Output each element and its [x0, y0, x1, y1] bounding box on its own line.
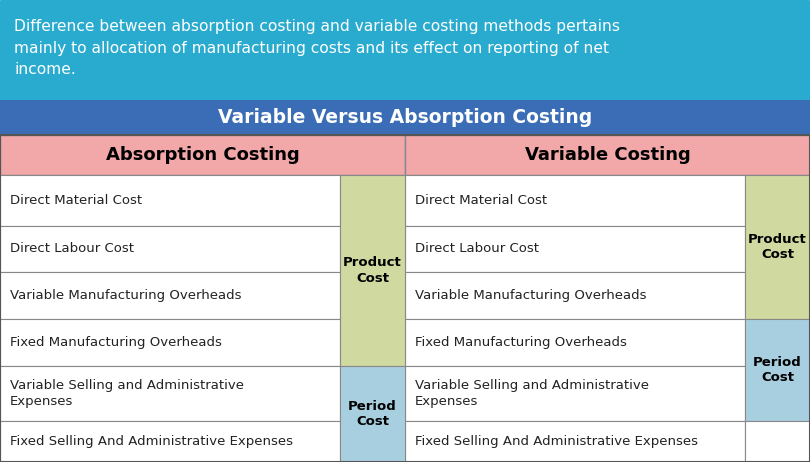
Text: Variable Selling and Administrative
Expenses: Variable Selling and Administrative Expe…: [415, 379, 649, 407]
Text: Fixed Manufacturing Overheads: Fixed Manufacturing Overheads: [415, 336, 627, 349]
Text: Fixed Selling And Administrative Expenses: Fixed Selling And Administrative Expense…: [10, 435, 293, 448]
Text: Difference between absorption costing and variable costing methods pertains
main: Difference between absorption costing an…: [14, 19, 620, 77]
Bar: [340, 366, 405, 462]
Bar: [0, 226, 340, 272]
Text: Variable Manufacturing Overheads: Variable Manufacturing Overheads: [415, 289, 646, 302]
Bar: [0, 272, 340, 319]
Bar: [0, 366, 340, 421]
Text: Fixed Manufacturing Overheads: Fixed Manufacturing Overheads: [10, 336, 222, 349]
FancyBboxPatch shape: [0, 0, 810, 103]
Bar: [0, 319, 340, 366]
Text: Direct Material Cost: Direct Material Cost: [415, 194, 547, 207]
Bar: [405, 421, 745, 462]
Text: Direct Labour Cost: Direct Labour Cost: [10, 243, 134, 255]
Text: Fixed Selling And Administrative Expenses: Fixed Selling And Administrative Expense…: [415, 435, 698, 448]
Text: Variable Costing: Variable Costing: [525, 146, 690, 164]
Text: Direct Material Cost: Direct Material Cost: [10, 194, 142, 207]
Bar: [405, 319, 745, 366]
Text: Variable Versus Absorption Costing: Variable Versus Absorption Costing: [218, 108, 592, 127]
Bar: [745, 421, 810, 462]
Text: Variable Selling and Administrative
Expenses: Variable Selling and Administrative Expe…: [10, 379, 244, 407]
Text: Product
Cost: Product Cost: [748, 233, 807, 261]
Bar: [0, 135, 405, 175]
Bar: [405, 272, 745, 319]
Bar: [340, 175, 405, 366]
Text: Period
Cost: Period Cost: [348, 400, 397, 428]
Text: Product
Cost: Product Cost: [343, 256, 402, 285]
Text: Direct Labour Cost: Direct Labour Cost: [415, 243, 539, 255]
Bar: [745, 175, 810, 319]
Bar: [0, 175, 340, 226]
Bar: [0, 421, 340, 462]
Bar: [405, 366, 745, 421]
Bar: [745, 319, 810, 421]
Bar: [405, 175, 745, 226]
Text: Period
Cost: Period Cost: [753, 356, 802, 384]
Text: Variable Manufacturing Overheads: Variable Manufacturing Overheads: [10, 289, 241, 302]
Bar: [405, 226, 745, 272]
Text: Absorption Costing: Absorption Costing: [105, 146, 300, 164]
Bar: [0, 135, 810, 462]
Bar: [405, 135, 810, 175]
Bar: [0, 100, 810, 135]
